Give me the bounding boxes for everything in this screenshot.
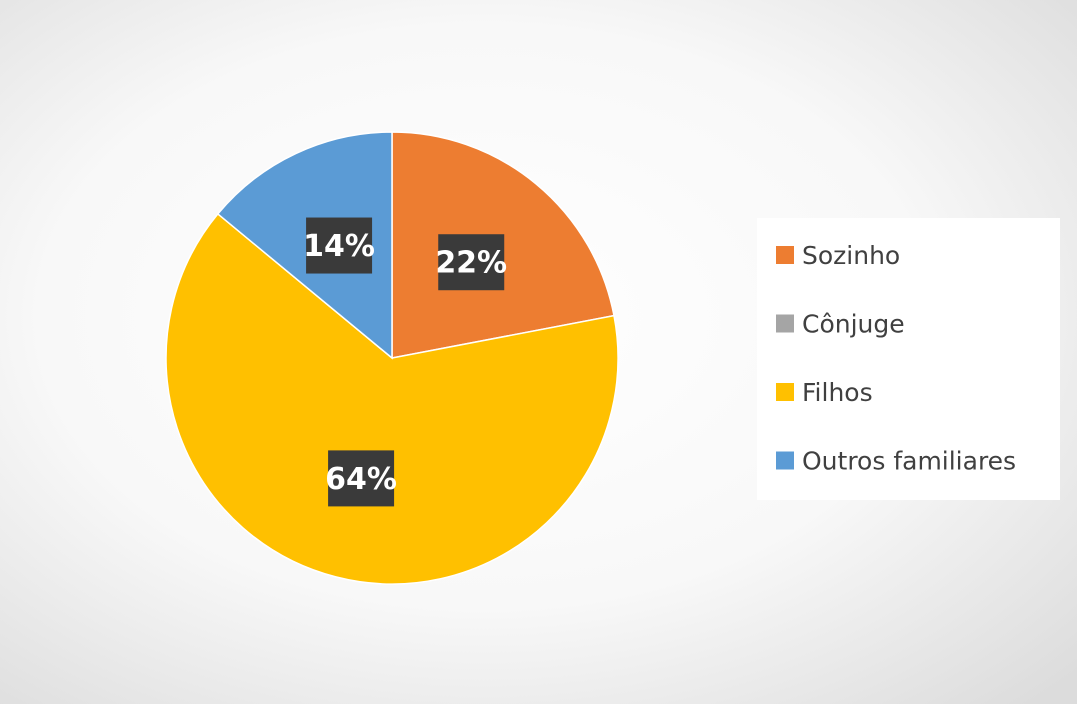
legend-label: Outros familiares xyxy=(802,447,1016,476)
legend-label: Filhos xyxy=(802,378,873,407)
pie-slice xyxy=(165,212,619,585)
legend-label: Sozinho xyxy=(802,241,900,270)
data-label-box xyxy=(306,217,373,274)
data-label: 22% xyxy=(435,246,507,281)
legend-swatch xyxy=(776,246,794,264)
pie-slice xyxy=(216,131,393,360)
data-label-box xyxy=(328,450,395,507)
data-label: 64% xyxy=(325,462,397,497)
legend-box xyxy=(757,218,1060,500)
legend-swatch xyxy=(776,383,794,401)
legend-label: Cônjuge xyxy=(802,310,905,339)
data-label: 14% xyxy=(303,229,375,264)
legend-swatch xyxy=(776,451,794,470)
legend-swatch xyxy=(776,314,794,333)
data-label-box xyxy=(438,234,505,291)
